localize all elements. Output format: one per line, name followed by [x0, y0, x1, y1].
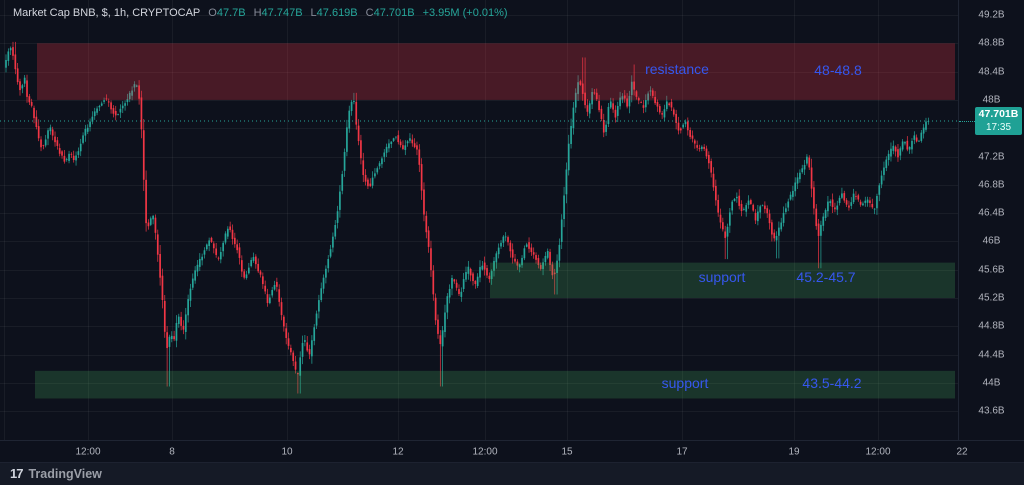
- tradingview-logo-text: TradingView: [28, 467, 102, 481]
- ohlc-high: H47.747B: [253, 7, 303, 19]
- price-tick-label: 43.6B: [978, 405, 1005, 417]
- time-tick-label: 17: [676, 446, 688, 457]
- time-tick-label: 19: [788, 446, 800, 457]
- price-tick-label: 44.4B: [978, 349, 1005, 361]
- support-zone-rect[interactable]: [35, 370, 955, 399]
- time-tick-label: 12:00: [75, 446, 101, 457]
- price-tick-label: 47.2B: [978, 151, 1005, 162]
- candles-down: [12, 41, 918, 394]
- symbol-title[interactable]: Market Cap BNB, $, 1h, CRYPTOCAP: [13, 7, 201, 19]
- last-price-dotted-line: [959, 121, 975, 122]
- support-mid-zone-label[interactable]: support: [698, 269, 746, 285]
- price-tick-label: 48.4B: [978, 66, 1005, 78]
- price-tick-label: 45.2B: [978, 292, 1005, 304]
- chart-pane[interactable]: Market Cap BNB, $, 1h, CRYPTOCAP O47.7B H4…: [0, 0, 958, 440]
- bar-countdown: 17:35: [985, 122, 1012, 133]
- price-tick-label: 49.2B: [978, 9, 1005, 21]
- support-mid-zone-range[interactable]: 45.2-45.7: [796, 269, 856, 285]
- support-low-zone-label[interactable]: support: [661, 375, 709, 391]
- last-price-badge: 47.701B 17:35: [975, 107, 1022, 135]
- support-zone-rect[interactable]: [490, 262, 955, 299]
- resistance-zone-range[interactable]: 48-48.8: [814, 62, 862, 78]
- price-tick-label: 45.6B: [978, 264, 1005, 276]
- candles-up: [5, 46, 930, 394]
- ohlc-open: O47.7B: [208, 7, 246, 19]
- time-tick-label: 8: [169, 446, 175, 457]
- resistance-zone-label[interactable]: resistance: [645, 61, 709, 77]
- support-low-zone-range[interactable]: 43.5-44.2: [802, 375, 862, 391]
- time-tick-label: 10: [281, 446, 293, 457]
- bottom-toolbar: 17 TradingView: [0, 462, 1024, 485]
- price-tick-label: 44.8B: [978, 320, 1005, 332]
- price-axis[interactable]: 47.701B 17:35 49.2B 48.8B 48.4B 48B 47.2B 46.…: [958, 0, 1024, 440]
- price-tick-label: 46.4B: [978, 207, 1005, 219]
- tradingview-logo-icon: 17: [10, 466, 24, 481]
- price-tick-label: 48B: [982, 94, 1001, 106]
- ohlc-low: L47.619B: [310, 7, 358, 19]
- last-price-value: 47.701B: [978, 108, 1019, 120]
- price-tick-label: 44B: [982, 377, 1001, 389]
- tradingview-logo[interactable]: 17 TradingView: [10, 466, 102, 482]
- ohlc-close: C47.701B: [365, 7, 415, 19]
- bar-change: +3.95M (+0.01%): [422, 7, 508, 19]
- time-tick-label: 12: [392, 446, 404, 457]
- time-axis[interactable]: 12:00 8 10 12 12:00 15 17 19 12:00 22: [0, 440, 1024, 462]
- grid: [0, 0, 958, 440]
- resistance-zone-rect[interactable]: [37, 43, 955, 100]
- time-tick-label: 12:00: [472, 446, 498, 457]
- price-tick-label: 48.8B: [978, 37, 1005, 49]
- time-tick-label: 12:00: [865, 446, 891, 457]
- price-tick-label: 46.8B: [978, 179, 1005, 191]
- price-tick-label: 46B: [982, 235, 1001, 247]
- candlestick-chart: [0, 0, 958, 440]
- time-tick-label: 15: [561, 446, 573, 457]
- time-tick-label: 22: [956, 446, 968, 457]
- symbol-legend: Market Cap BNB, $, 1h, CRYPTOCAP O47.7B H4…: [13, 5, 508, 21]
